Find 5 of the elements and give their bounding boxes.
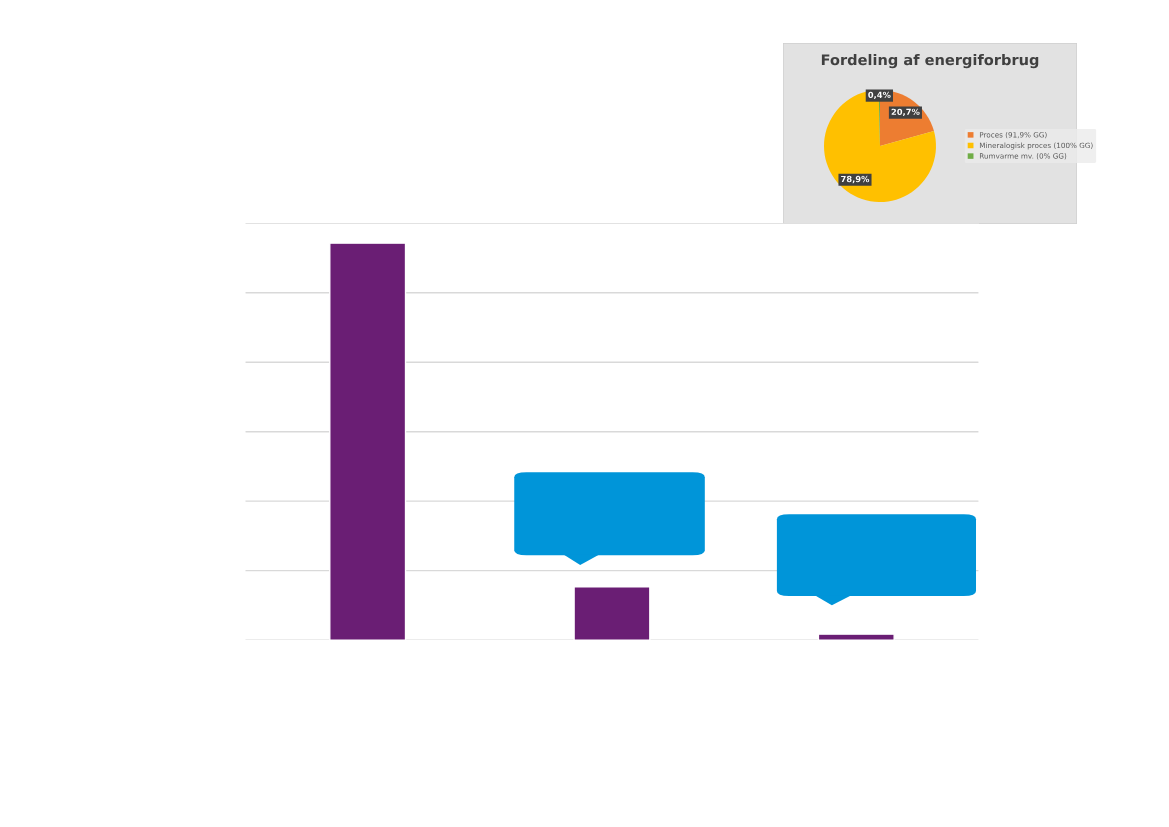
chart-title: Fordeling af energiforbrug [821, 53, 1039, 69]
data-label: 0,4% [868, 91, 891, 100]
pie-slice [824, 90, 936, 202]
data-label: 20,7% [891, 108, 920, 117]
data-label: 78,9% [841, 175, 870, 184]
